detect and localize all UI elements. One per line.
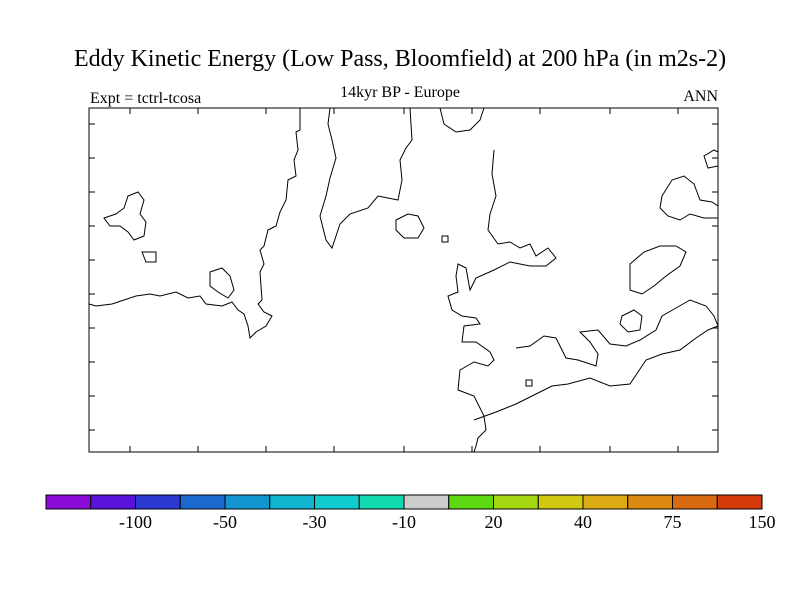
- coastline-mediterranean: [473, 325, 719, 421]
- colorbar-swatch: [358, 494, 405, 510]
- coastline-greenland: [88, 108, 301, 340]
- coastline-island-c: [395, 213, 425, 239]
- colorbar-tick-label: -50: [213, 512, 237, 532]
- coastline-italy: [515, 299, 719, 367]
- colorbar-swatch: [90, 494, 136, 510]
- coastline-island-e: [525, 379, 533, 387]
- colorbar: [45, 494, 763, 510]
- colorbar-swatch: [582, 494, 629, 510]
- season-label: ANN: [683, 88, 718, 105]
- coastline-baltic: [439, 107, 485, 133]
- coastline-island-f: [619, 309, 643, 333]
- colorbar-swatch: [537, 494, 584, 510]
- colorbar-swatch: [448, 494, 494, 510]
- colorbar-swatch: [403, 494, 450, 510]
- map-frame: [88, 107, 719, 453]
- coastline-iceland: [103, 191, 147, 241]
- colorbar-swatch: [224, 494, 271, 510]
- experiment-label: Expt = tctrl-tcosa: [90, 90, 202, 107]
- coastline-ne-corner: [703, 149, 719, 169]
- coastlines: [88, 107, 719, 453]
- colorbar-swatch: [314, 494, 360, 510]
- coastline-scandinavia: [319, 107, 413, 250]
- colorbar-swatch: [716, 494, 763, 510]
- colorbar-swatch: [672, 494, 718, 510]
- coastline-island-d: [441, 235, 449, 243]
- coastline-caspian: [659, 175, 719, 221]
- colorbar-swatch: [493, 494, 539, 510]
- colorbar-swatch: [627, 494, 673, 510]
- colorbar-tick-label: -10: [392, 512, 416, 532]
- plot-title: Eddy Kinetic Energy (Low Pass, Bloomfiel…: [73, 46, 727, 72]
- colorbar-swatch: [269, 494, 315, 510]
- colorbar-tick-label: 40: [574, 512, 592, 532]
- colorbar-tick-label: 75: [663, 512, 682, 532]
- coastline-continent: [447, 149, 557, 453]
- colorbar-swatch: [179, 494, 226, 510]
- coastline-island-b: [209, 267, 235, 299]
- colorbar-tick-label: -30: [302, 512, 327, 532]
- colorbar-tick-label: 150: [748, 512, 776, 532]
- colorbar-tick-label: -100: [119, 512, 152, 532]
- coastline-black-sea: [629, 245, 687, 295]
- colorbar-swatch: [45, 494, 92, 510]
- colorbar-tick-label: 20: [484, 512, 503, 532]
- coastline-island-a: [141, 251, 157, 263]
- period-label: 14kyr BP - Europe: [340, 84, 460, 101]
- frame-ticks: [89, 108, 718, 452]
- colorbar-swatch: [135, 494, 181, 510]
